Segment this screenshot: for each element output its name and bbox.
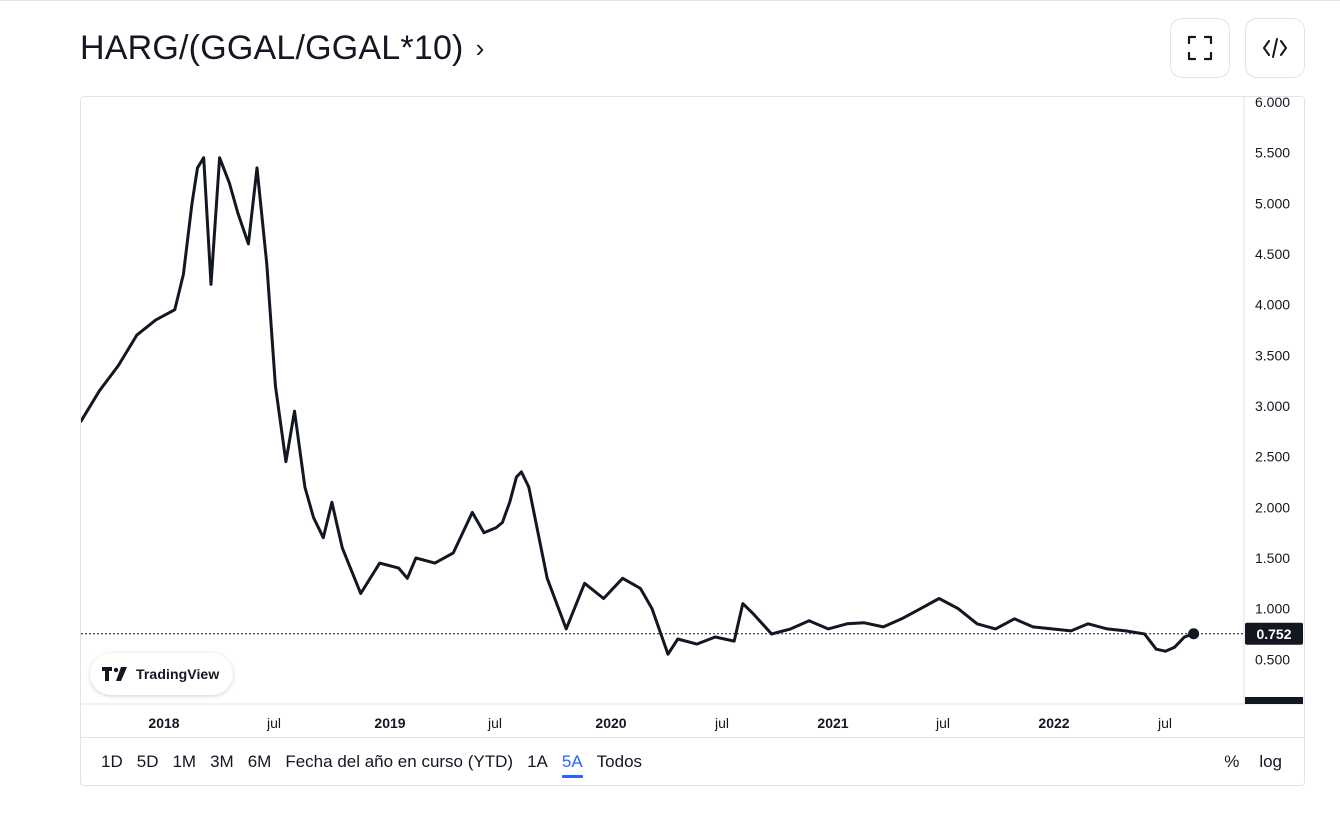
last-point-marker (1188, 628, 1200, 640)
chart-container[interactable]: 6.000 5.500 5.000 4.500 4.000 3.500 3.000 2.500… (80, 96, 1305, 786)
range-buttons: 1D 5D 1M 3M 6M Fecha del año en curso (YTD) 1A… (94, 738, 649, 786)
time-tick-label: 2018 (148, 715, 179, 731)
range-log[interactable]: log (1259, 751, 1282, 771)
top-divider (0, 0, 1340, 1)
time-tick-label: 2021 (817, 715, 848, 731)
price-chart[interactable]: 6.000 5.500 5.000 4.500 4.000 3.500 3.000 2.500… (81, 97, 1304, 737)
price-tick-label: 3.000 (1255, 398, 1290, 414)
tradingview-label: TradingView (136, 666, 220, 682)
tradingview-badge[interactable]: TradingView (90, 653, 234, 695)
tradingview-logo-icon (102, 667, 127, 681)
last-price-label: 0.752 (1245, 622, 1303, 645)
time-tick-label: 2022 (1038, 715, 1069, 731)
range-1d[interactable]: 1D (101, 751, 123, 771)
range-1m[interactable]: 1M (172, 751, 197, 771)
price-tick-label: 4.500 (1255, 246, 1290, 262)
time-tick-label: jul (714, 715, 729, 731)
time-tick-label: jul (1157, 715, 1172, 731)
range-todos[interactable]: Todos (596, 751, 643, 771)
time-tick-label: jul (935, 715, 950, 731)
axis-overflow-label (1245, 697, 1303, 704)
range-3m[interactable]: 3M (210, 751, 234, 771)
range-selector: 1D 5D 1M 3M 6M Fecha del año en curso (YTD) 1A… (81, 737, 1304, 785)
symbol-header[interactable]: HARG/(GGAL/GGAL*10) › (80, 26, 484, 70)
time-tick-label: 2019 (374, 715, 405, 731)
price-tick-label: 5.500 (1255, 145, 1290, 161)
price-tick-label: 4.000 (1255, 297, 1290, 313)
price-tick-label: 2.500 (1255, 449, 1290, 465)
price-tick-label: 2.000 (1255, 499, 1290, 515)
time-tick-label: jul (266, 715, 281, 731)
range-6m[interactable]: 6M (247, 751, 272, 771)
price-tick-label: 1.000 (1255, 601, 1290, 617)
chevron-right-icon[interactable]: › (475, 33, 485, 63)
range-percent[interactable]: % (1224, 751, 1240, 771)
price-tick-label: 3.500 (1255, 347, 1290, 363)
price-tick-label: 0.500 (1255, 651, 1290, 667)
scale-buttons: % log (1214, 738, 1292, 786)
range-fecha-del-a-o-en-curso-ytd-[interactable]: Fecha del año en curso (YTD) (285, 751, 514, 771)
time-tick-label: 2020 (595, 715, 626, 731)
fullscreen-icon (1187, 35, 1213, 61)
price-tick-label: 5.000 (1255, 195, 1290, 211)
embed-code-button[interactable] (1245, 18, 1305, 78)
series-line (81, 156, 1196, 656)
price-tick-label: 6.000 (1255, 97, 1290, 110)
range-5d[interactable]: 5D (136, 751, 159, 771)
svg-text:0.752: 0.752 (1256, 626, 1291, 642)
fullscreen-button[interactable] (1170, 18, 1230, 78)
time-tick-label: jul (487, 715, 502, 731)
price-tick-label: 1.500 (1255, 550, 1290, 566)
range-5a[interactable]: 5A (555, 738, 590, 786)
code-embed-icon (1263, 38, 1287, 58)
symbol-title[interactable]: HARG/(GGAL/GGAL*10) (80, 28, 464, 67)
range-1a[interactable]: 1A (527, 751, 548, 771)
